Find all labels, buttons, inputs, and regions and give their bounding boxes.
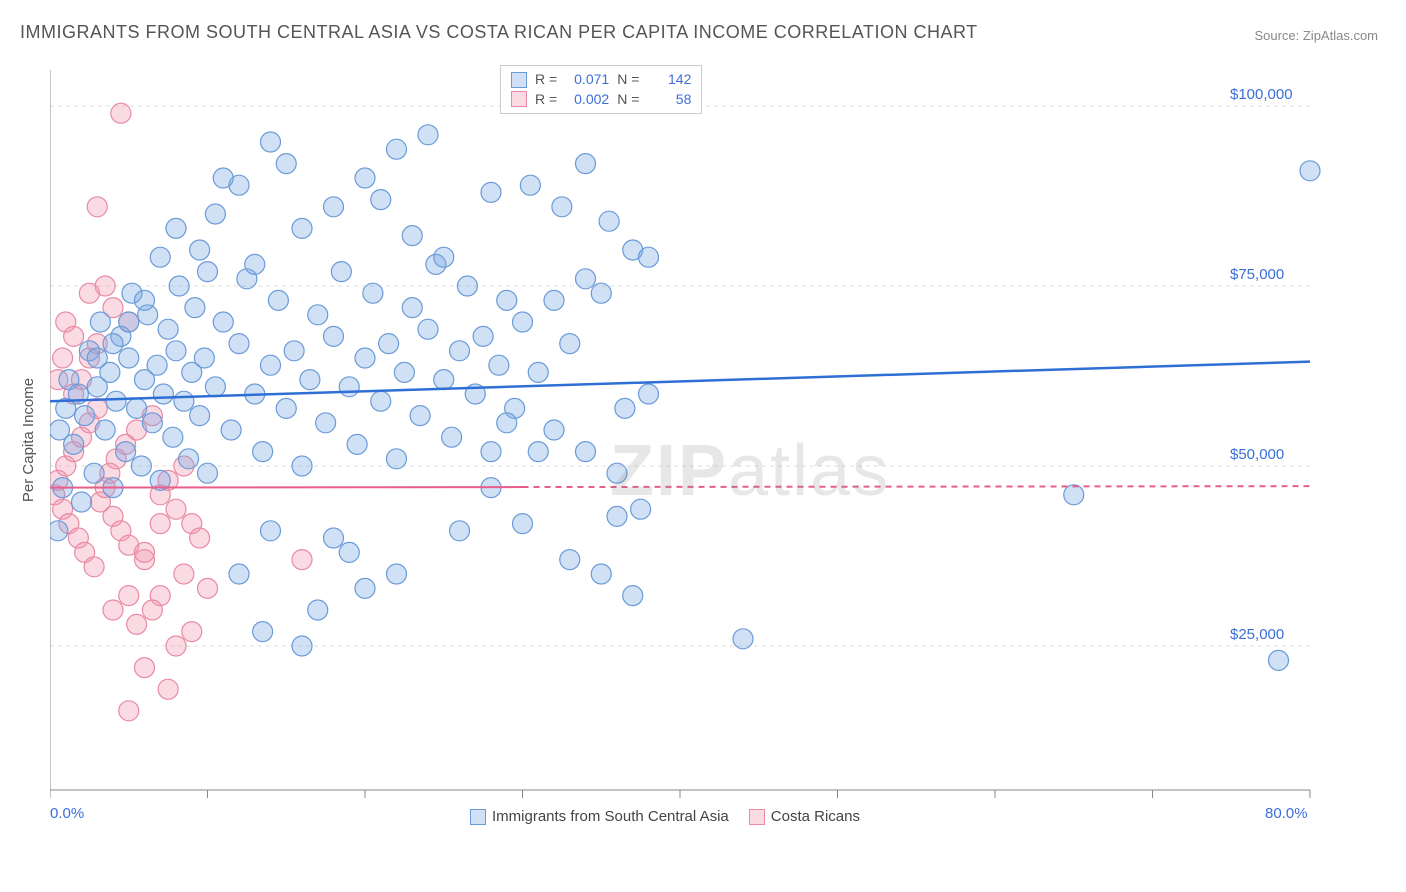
y-tick-label: $75,000 [1230, 266, 1284, 283]
legend-item-series2: Costa Ricans [749, 808, 860, 825]
r-value-series2: 0.002 [565, 90, 609, 110]
x-tick-label: 0.0% [50, 805, 84, 822]
source-attribution: Source: ZipAtlas.com [1254, 28, 1378, 43]
chart-title: IMMIGRANTS FROM SOUTH CENTRAL ASIA VS CO… [20, 22, 978, 43]
legend-label-series2: Costa Ricans [771, 808, 860, 825]
y-axis-label: Per Capita Income [20, 378, 37, 502]
n-label: N = [617, 70, 639, 90]
y-tick-label: $100,000 [1230, 86, 1293, 103]
legend-row-series2: R = 0.002 N = 58 [511, 90, 691, 110]
r-label: R = [535, 70, 557, 90]
r-value-series1: 0.071 [565, 70, 609, 90]
legend-label-series1: Immigrants from South Central Asia [492, 808, 729, 825]
r-label: R = [535, 90, 557, 110]
chart-area: Per Capita Income ZIPatlas R = 0.071 N =… [50, 60, 1370, 820]
n-value-series2: 58 [647, 90, 691, 110]
series-legend: Immigrants from South Central Asia Costa… [470, 808, 860, 825]
n-label: N = [617, 90, 639, 110]
legend-swatch-series1 [511, 72, 527, 88]
legend-swatch-series2 [511, 91, 527, 107]
legend-swatch-series1 [470, 809, 486, 825]
legend-row-series1: R = 0.071 N = 142 [511, 70, 691, 90]
legend-item-series1: Immigrants from South Central Asia [470, 808, 729, 825]
correlation-legend: R = 0.071 N = 142 R = 0.002 N = 58 [500, 65, 702, 114]
n-value-series1: 142 [647, 70, 691, 90]
y-tick-label: $50,000 [1230, 446, 1284, 463]
x-tick-label: 80.0% [1265, 805, 1308, 822]
legend-swatch-series2 [749, 809, 765, 825]
y-tick-label: $25,000 [1230, 626, 1284, 643]
scatter-plot [50, 60, 1370, 820]
